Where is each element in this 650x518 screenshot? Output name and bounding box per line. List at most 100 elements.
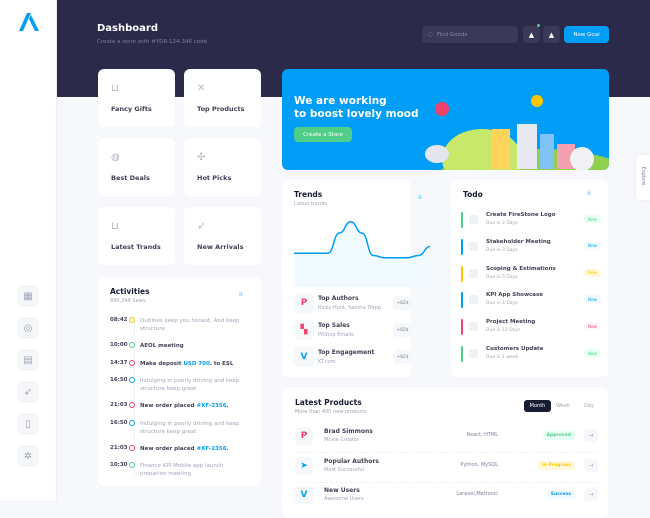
activity-link[interactable]: #XF-2356 [196, 445, 227, 452]
timeline-dot [129, 342, 135, 348]
city-illustration [425, 95, 609, 170]
sidebar-item-calendar[interactable]: ▤ [17, 349, 39, 371]
todo-name: Scoping & Estimations [486, 265, 556, 272]
figma-icon: ▚ [294, 320, 314, 340]
todo-color-bar [461, 346, 463, 362]
activity-content: New order placed #XF-2356. [140, 402, 229, 410]
latest-products-card: Latest Products More than 400 new produc… [282, 388, 608, 518]
trend-badge: +82$ [393, 323, 412, 337]
status-badge: Approved [542, 431, 575, 440]
product-sub: Awesome Users [324, 496, 364, 502]
vimeo-icon: V [294, 347, 314, 367]
product-tech: Laravel,Metronic [456, 491, 498, 497]
trend-item[interactable]: V Top Engagement KT.com +82$ [294, 347, 412, 367]
activity-link[interactable]: #XF-2356 [196, 403, 227, 409]
todo-color-bar [461, 238, 463, 255]
todo-checkbox[interactable] [469, 241, 478, 251]
user-icon: ▲ [548, 30, 555, 39]
activity-content: New order placed #XF-2356. [140, 445, 229, 453]
product-tech: Python, MySQL [460, 461, 498, 468]
todo-checkbox[interactable] [469, 215, 478, 224]
products-subtitle: More than 400 new products [295, 409, 367, 415]
arrow-right-button[interactable]: → [584, 458, 598, 472]
timeline-dot [129, 402, 135, 408]
product-row: V New Users Awesome Users Laravel,Metronic S… [295, 486, 598, 506]
sidebar-item-rocket[interactable]: ➶ [17, 381, 39, 403]
activity-text: Finance KPI Mobile app launch preparion … [140, 463, 224, 477]
search-input[interactable]: ○ Find Goods [422, 26, 518, 43]
todo-due: Due in 1 week [486, 355, 519, 360]
todo-badge: New [584, 241, 601, 250]
tab-week[interactable]: Week [556, 403, 570, 409]
todo-name: Create FireStone Logo [486, 212, 556, 218]
trends-subtitle: Latest trends [294, 201, 327, 207]
sidebar-item-settings[interactable]: ✲ [17, 445, 39, 467]
tile-latest-trands[interactable]: ⊔ Latest Trands [98, 207, 175, 265]
activity-content: AEOL meeting [140, 342, 184, 350]
todo-name: KPI App Showcase [486, 292, 544, 299]
product-name: Popular Authors [324, 457, 379, 465]
timeline-dot [129, 462, 135, 468]
trend-item[interactable]: P Top Authors Ricky Hunt, Sandra Trepp +82$ [294, 293, 412, 313]
activity-content: Make deposit USD 700. to ESL [140, 360, 233, 368]
trend-item[interactable]: ▚ Top Sales PitStop Emails +82$ [294, 320, 412, 340]
todo-due: Due in 3 Days [486, 247, 518, 253]
activity-item: 08:42 Outlines keep you honest. And keep … [110, 317, 250, 333]
activity-link[interactable]: USD 700 [183, 360, 210, 367]
menu-icon[interactable]: ⁞⁞ [418, 194, 422, 201]
calendar-icon: ▤ [23, 354, 33, 366]
timeline-dot [129, 444, 135, 451]
trend-badge: +82$ [393, 296, 412, 310]
todo-checkbox[interactable] [469, 295, 478, 305]
tile-new-arrivals[interactable]: ➶ New Arrivals [184, 207, 261, 265]
todo-checkbox[interactable] [469, 349, 478, 358]
tile-hot-picks[interactable]: ✣ Hot Picks [184, 138, 261, 196]
products-title: Latest Products [295, 398, 362, 407]
arrow-right-button[interactable]: → [584, 429, 598, 442]
tile-label: Best Deals [111, 174, 150, 182]
tile-best-deals[interactable]: ◍ Best Deals [98, 138, 175, 196]
activity-item: 10:00 AEOL meeting [110, 342, 250, 350]
timeline-dot [129, 419, 135, 426]
telegram-icon: ➤ [295, 456, 313, 475]
search-placeholder: Find Goods [436, 31, 468, 38]
activity-time: 21:03 [110, 444, 128, 451]
tab-month[interactable]: Month [524, 400, 551, 412]
product-sub: Movie Creator [324, 437, 360, 443]
todo-color-bar [461, 265, 463, 282]
activity-text-after: . [226, 403, 229, 409]
activity-text: New order placed [140, 403, 197, 409]
activity-item: 16:50 Indulging in poorly driving and kee… [110, 419, 250, 436]
new-goal-button[interactable]: New Goal [564, 26, 609, 43]
todo-item: KPI App Showcase Due in 2 Days New [461, 292, 601, 309]
todo-checkbox[interactable] [469, 268, 478, 278]
create-store-button[interactable]: Create a Store [294, 127, 352, 142]
sidebar-item-map[interactable]: ▯ [17, 413, 39, 435]
todo-due: Due in 5 Days [486, 274, 518, 280]
product-sub: Most Successful [324, 466, 364, 473]
user-button[interactable]: ▲ [543, 26, 560, 43]
explore-tab[interactable]: Explore [636, 155, 650, 200]
activity-time: 16:50 [110, 419, 128, 426]
activity-time: 10:30 [110, 462, 128, 468]
tile-fancy-gifts[interactable]: ⊔ Fancy Gifts [98, 69, 175, 127]
logo[interactable] [17, 12, 41, 32]
todo-badge: New [584, 215, 601, 223]
sidebar: ▦ ◎ ▤ ➶ ▯ ✲ [0, 0, 57, 500]
vimeo-icon: V [295, 486, 313, 504]
notifications-button[interactable]: ▲ [523, 26, 540, 43]
timeline-line [134, 317, 135, 477]
todo-checkbox[interactable] [469, 322, 478, 332]
tab-day[interactable]: Day [584, 403, 594, 409]
timeline-dot [129, 359, 135, 366]
sidebar-item-dashboard[interactable]: ▦ [17, 285, 39, 307]
menu-icon[interactable]: ⁞⁞ [587, 190, 591, 197]
activity-time: 14:37 [110, 359, 128, 366]
menu-icon[interactable]: ⁞⁞ [239, 291, 243, 298]
map-icon: ▯ [25, 418, 31, 430]
trends-chart [294, 220, 430, 287]
todo-item: Create FireStone Logo Due in 2 Days New [461, 212, 601, 229]
arrow-right-button[interactable]: → [584, 488, 598, 501]
sidebar-item-support[interactable]: ◎ [17, 317, 39, 339]
tile-top-products[interactable]: ✕ Top Products [184, 69, 261, 127]
